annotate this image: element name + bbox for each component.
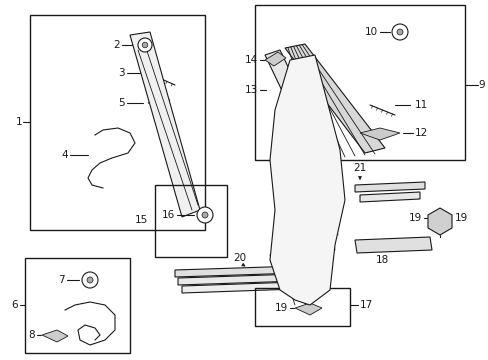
Text: 7: 7 <box>58 275 65 285</box>
Text: 17: 17 <box>359 300 372 310</box>
Text: 16: 16 <box>162 210 175 220</box>
Polygon shape <box>175 265 329 277</box>
Circle shape <box>82 272 98 288</box>
Circle shape <box>396 29 402 35</box>
Text: 12: 12 <box>414 128 427 138</box>
Circle shape <box>202 212 207 218</box>
Polygon shape <box>42 330 68 342</box>
Polygon shape <box>182 281 325 293</box>
Text: 18: 18 <box>375 255 388 265</box>
Text: 13: 13 <box>244 85 258 95</box>
Text: 10: 10 <box>364 27 377 37</box>
Text: 21: 21 <box>353 163 366 173</box>
Polygon shape <box>285 44 384 153</box>
Text: 19: 19 <box>274 303 287 313</box>
Polygon shape <box>264 50 329 160</box>
Bar <box>25 258 130 353</box>
Circle shape <box>87 277 93 283</box>
Text: 5: 5 <box>118 98 125 108</box>
Polygon shape <box>354 182 424 192</box>
Circle shape <box>142 42 147 48</box>
Text: 19: 19 <box>408 213 421 223</box>
Text: 11: 11 <box>414 100 427 110</box>
Text: 14: 14 <box>244 55 258 65</box>
Text: 20: 20 <box>233 253 246 263</box>
Circle shape <box>391 24 407 40</box>
Polygon shape <box>427 208 451 235</box>
Text: 9: 9 <box>477 80 484 90</box>
Text: 8: 8 <box>28 330 35 340</box>
Circle shape <box>138 38 152 52</box>
Bar <box>254 5 464 160</box>
Circle shape <box>197 207 213 223</box>
Text: 19: 19 <box>454 213 468 223</box>
Text: 2: 2 <box>113 40 120 50</box>
Text: 6: 6 <box>11 300 18 310</box>
Bar <box>254 288 349 326</box>
Text: 15: 15 <box>135 215 148 225</box>
Text: 4: 4 <box>61 150 68 160</box>
Polygon shape <box>269 55 345 305</box>
Polygon shape <box>130 32 200 217</box>
Text: 3: 3 <box>118 68 125 78</box>
Polygon shape <box>294 303 321 315</box>
Bar <box>155 185 226 257</box>
Text: 1: 1 <box>15 117 22 127</box>
Polygon shape <box>264 52 285 66</box>
Polygon shape <box>359 128 399 140</box>
Polygon shape <box>359 192 419 202</box>
Polygon shape <box>178 273 327 285</box>
Bar <box>30 15 204 230</box>
Polygon shape <box>354 237 431 253</box>
Polygon shape <box>148 98 170 106</box>
